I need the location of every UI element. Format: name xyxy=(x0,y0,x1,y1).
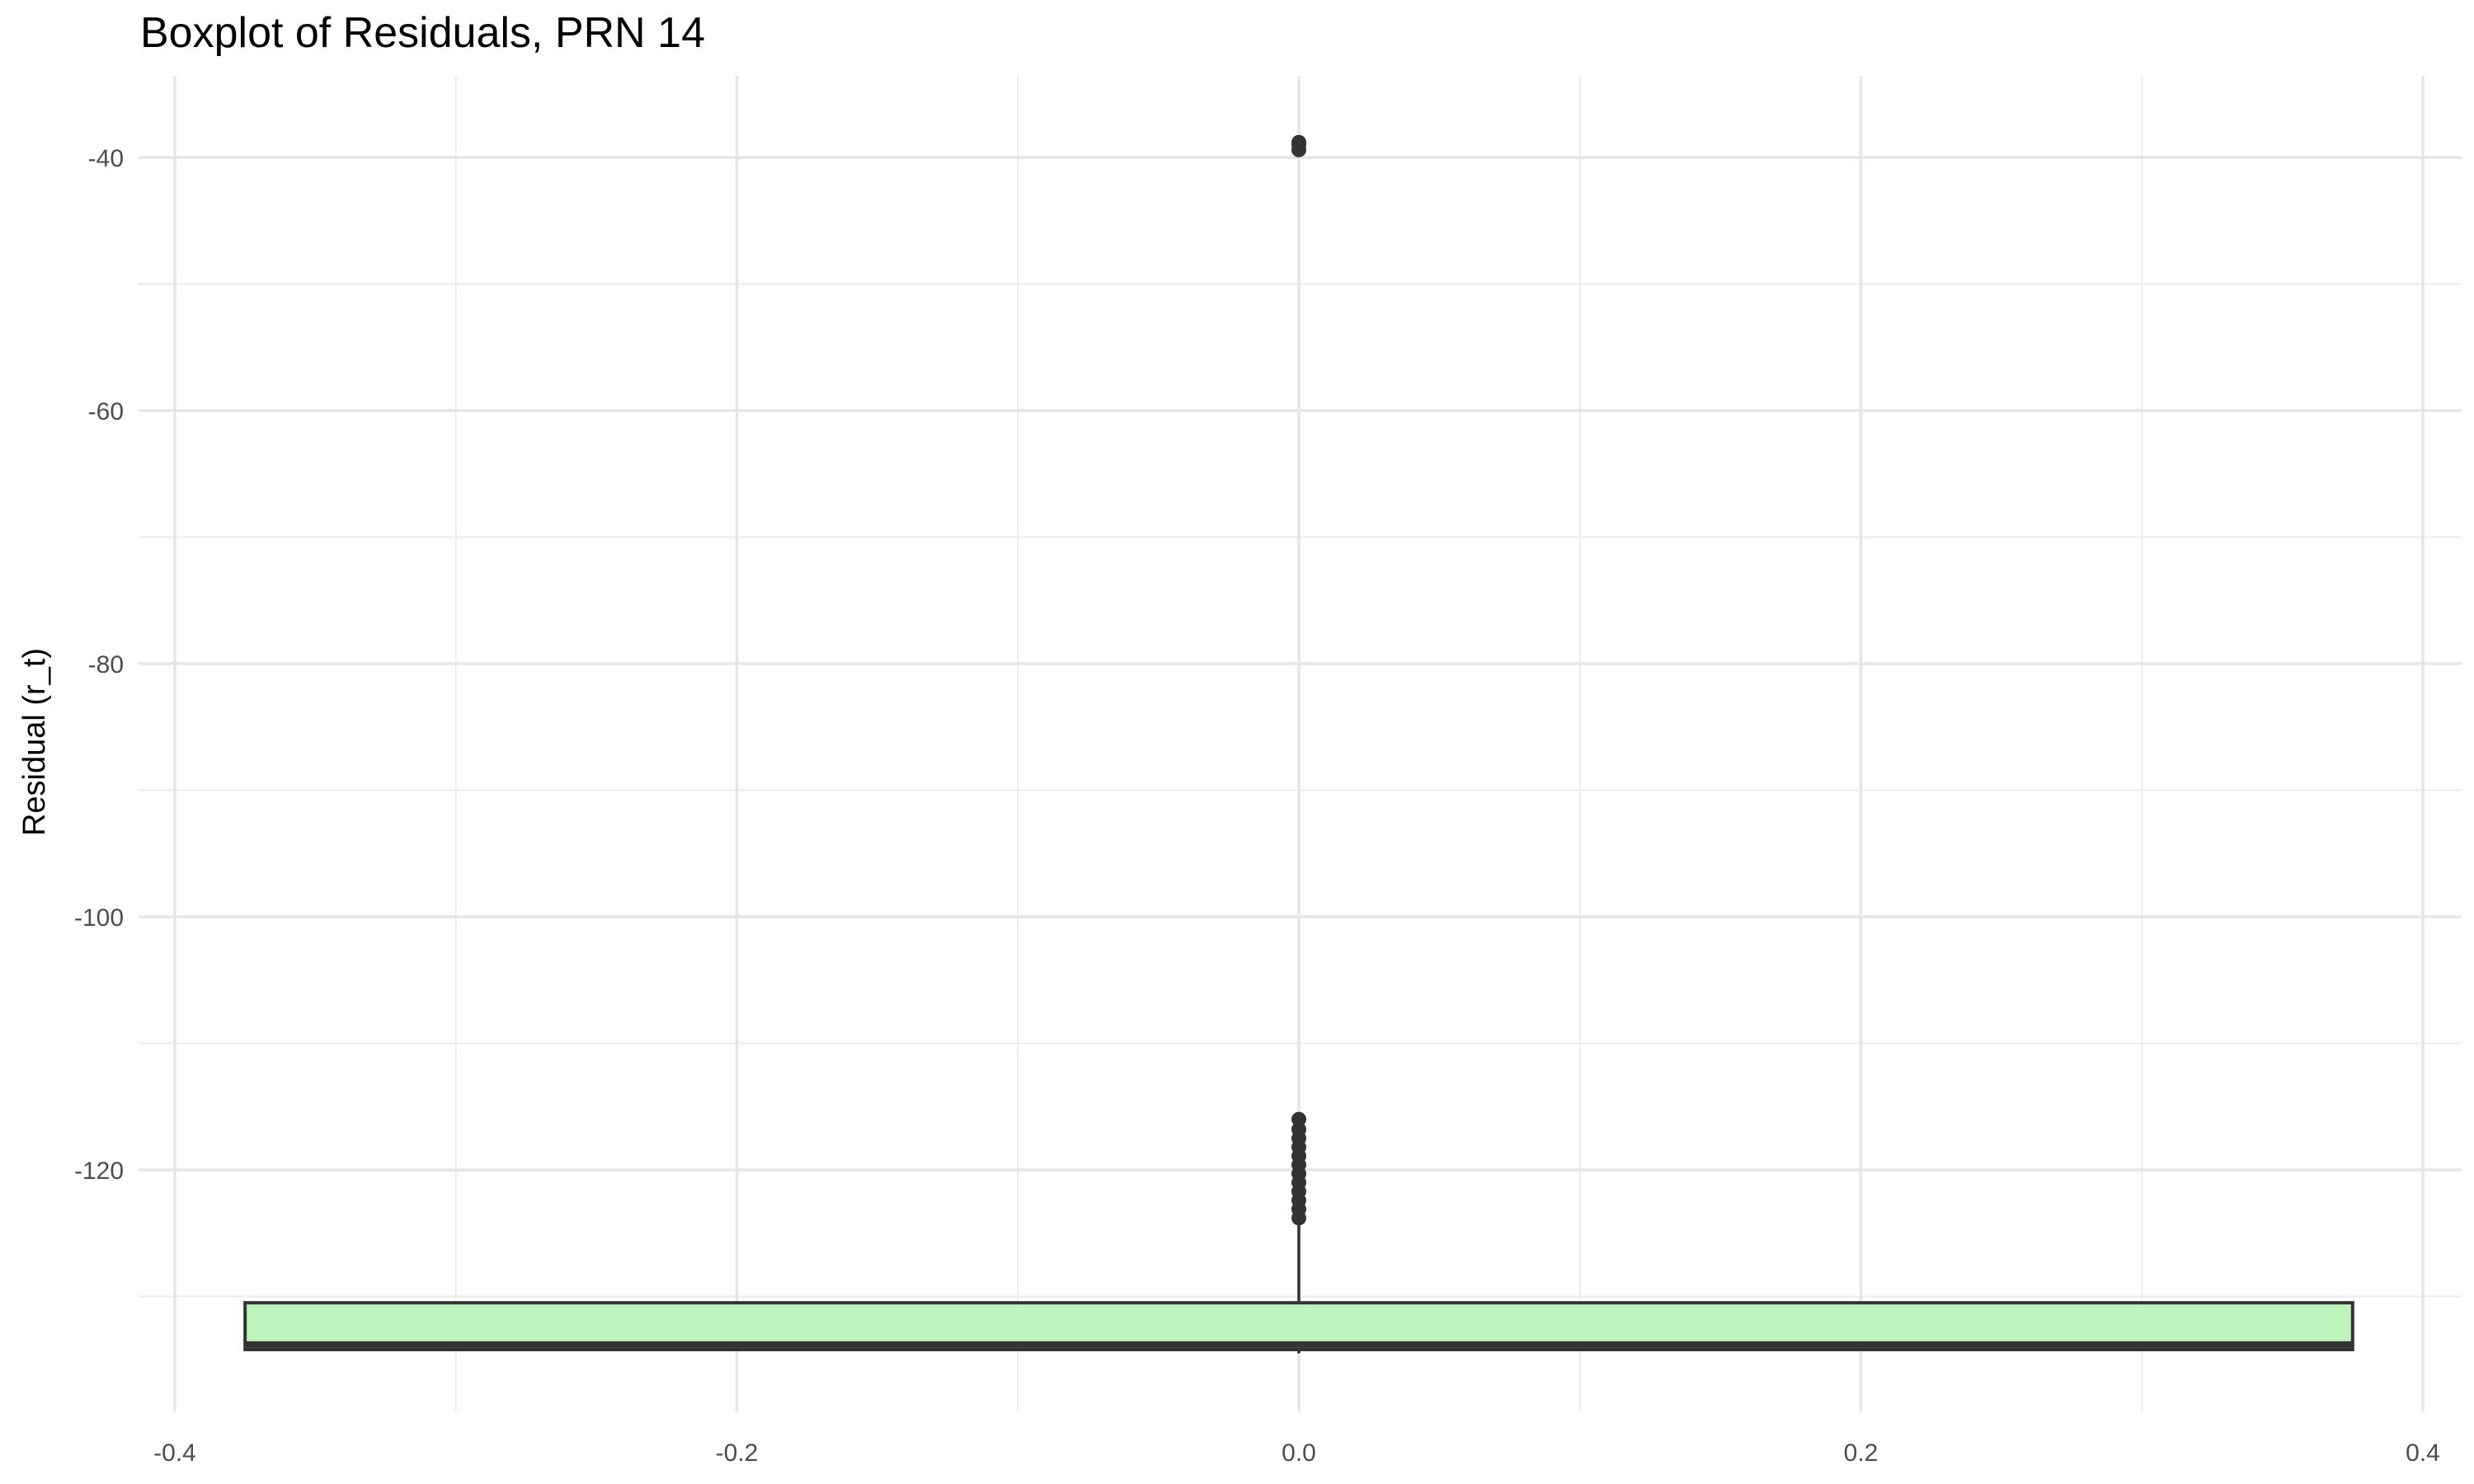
outlier-point xyxy=(1291,134,1306,150)
x-tick-label: -0.2 xyxy=(716,1439,759,1467)
y-axis-ticks: -40 -60 -80 -100 -120 xyxy=(74,145,124,1185)
x-tick-label: 0.2 xyxy=(1844,1439,1879,1467)
x-axis-ticks: -0.4 -0.2 0.0 0.2 0.4 xyxy=(153,1439,2440,1467)
y-axis-title: Residual (r_t) xyxy=(17,648,52,836)
outlier-points xyxy=(1291,134,1306,1226)
y-tick-label: -60 xyxy=(88,398,124,425)
x-tick-label: -0.4 xyxy=(153,1439,196,1467)
outlier-point xyxy=(1291,1210,1306,1226)
y-tick-label: -100 xyxy=(74,904,124,932)
chart-title: Boxplot of Residuals, PRN 14 xyxy=(140,9,706,57)
y-tick-label: -120 xyxy=(74,1158,124,1185)
x-tick-label: 0.0 xyxy=(1282,1439,1316,1467)
box-layer xyxy=(243,1220,2354,1354)
y-tick-label: -80 xyxy=(88,651,124,679)
y-tick-label: -40 xyxy=(88,145,124,172)
x-tick-label: 0.4 xyxy=(2406,1439,2440,1467)
